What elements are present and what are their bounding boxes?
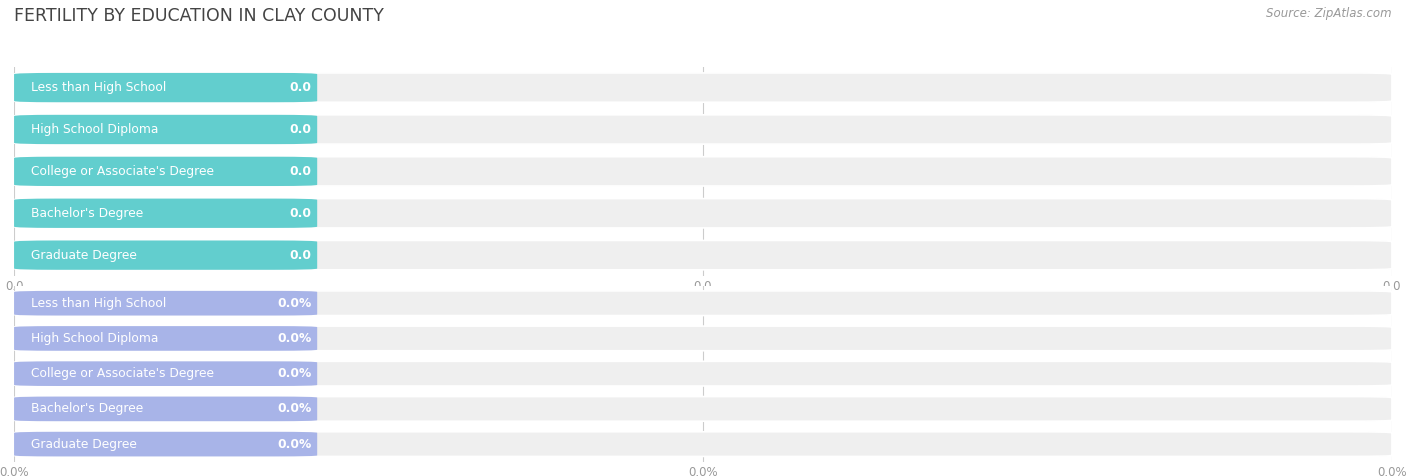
FancyBboxPatch shape <box>14 326 1392 351</box>
Text: College or Associate's Degree: College or Associate's Degree <box>31 165 214 178</box>
FancyBboxPatch shape <box>14 73 1392 102</box>
FancyBboxPatch shape <box>14 157 318 186</box>
Text: 0.0%: 0.0% <box>277 402 312 416</box>
Text: 0.0: 0.0 <box>290 165 312 178</box>
FancyBboxPatch shape <box>14 397 318 421</box>
Text: Graduate Degree: Graduate Degree <box>31 248 136 262</box>
Text: 0.0: 0.0 <box>290 81 312 94</box>
FancyBboxPatch shape <box>14 73 318 102</box>
FancyBboxPatch shape <box>14 361 318 386</box>
Text: Bachelor's Degree: Bachelor's Degree <box>31 402 143 416</box>
FancyBboxPatch shape <box>14 198 318 228</box>
Text: Less than High School: Less than High School <box>31 81 166 94</box>
FancyBboxPatch shape <box>14 115 318 144</box>
Text: Bachelor's Degree: Bachelor's Degree <box>31 207 143 220</box>
Text: 0.0%: 0.0% <box>277 297 312 310</box>
FancyBboxPatch shape <box>14 115 1392 144</box>
FancyBboxPatch shape <box>14 157 1392 186</box>
Text: High School Diploma: High School Diploma <box>31 332 157 345</box>
Text: 0.0: 0.0 <box>290 248 312 262</box>
Text: 0.0%: 0.0% <box>277 367 312 380</box>
FancyBboxPatch shape <box>14 198 1392 228</box>
FancyBboxPatch shape <box>14 291 318 316</box>
FancyBboxPatch shape <box>14 432 318 456</box>
FancyBboxPatch shape <box>14 432 1392 456</box>
FancyBboxPatch shape <box>14 291 1392 316</box>
Text: 0.0: 0.0 <box>290 123 312 136</box>
FancyBboxPatch shape <box>14 361 1392 386</box>
Text: Less than High School: Less than High School <box>31 297 166 310</box>
Text: FERTILITY BY EDUCATION IN CLAY COUNTY: FERTILITY BY EDUCATION IN CLAY COUNTY <box>14 7 384 25</box>
FancyBboxPatch shape <box>14 240 318 270</box>
Text: 0.0: 0.0 <box>290 207 312 220</box>
FancyBboxPatch shape <box>14 397 1392 421</box>
Text: Source: ZipAtlas.com: Source: ZipAtlas.com <box>1267 7 1392 20</box>
Text: College or Associate's Degree: College or Associate's Degree <box>31 367 214 380</box>
FancyBboxPatch shape <box>14 326 318 351</box>
Text: 0.0%: 0.0% <box>277 332 312 345</box>
FancyBboxPatch shape <box>14 240 1392 270</box>
Text: High School Diploma: High School Diploma <box>31 123 157 136</box>
Text: 0.0%: 0.0% <box>277 437 312 451</box>
Text: Graduate Degree: Graduate Degree <box>31 437 136 451</box>
